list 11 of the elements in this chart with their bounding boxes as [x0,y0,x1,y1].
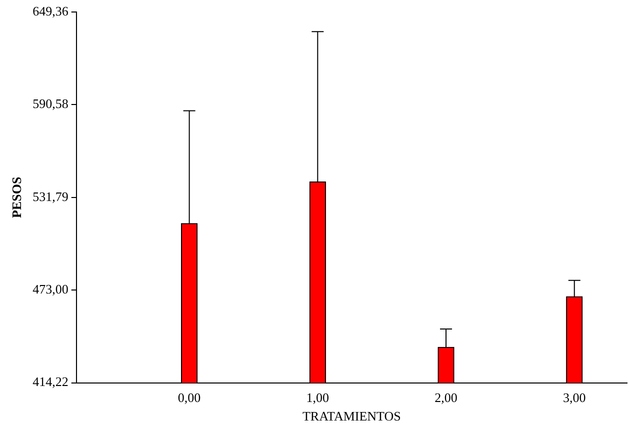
y-tick-label: 414,22 [32,374,68,390]
x-axis-title: TRATAMIENTOS [302,408,401,424]
y-axis-title: PESOS [9,176,24,218]
y-tick-label: 531,79 [32,188,68,204]
x-tick-label: 2,00 [434,390,458,406]
y-tick-label: 649,36 [32,3,69,18]
x-tick-label: 3,00 [563,390,586,406]
x-tick-label: 1,00 [306,390,330,406]
x-tick-label: 0,00 [178,390,201,406]
y-tick-label: 590,58 [32,96,68,112]
y-tick-label: 473,00 [32,282,68,297]
